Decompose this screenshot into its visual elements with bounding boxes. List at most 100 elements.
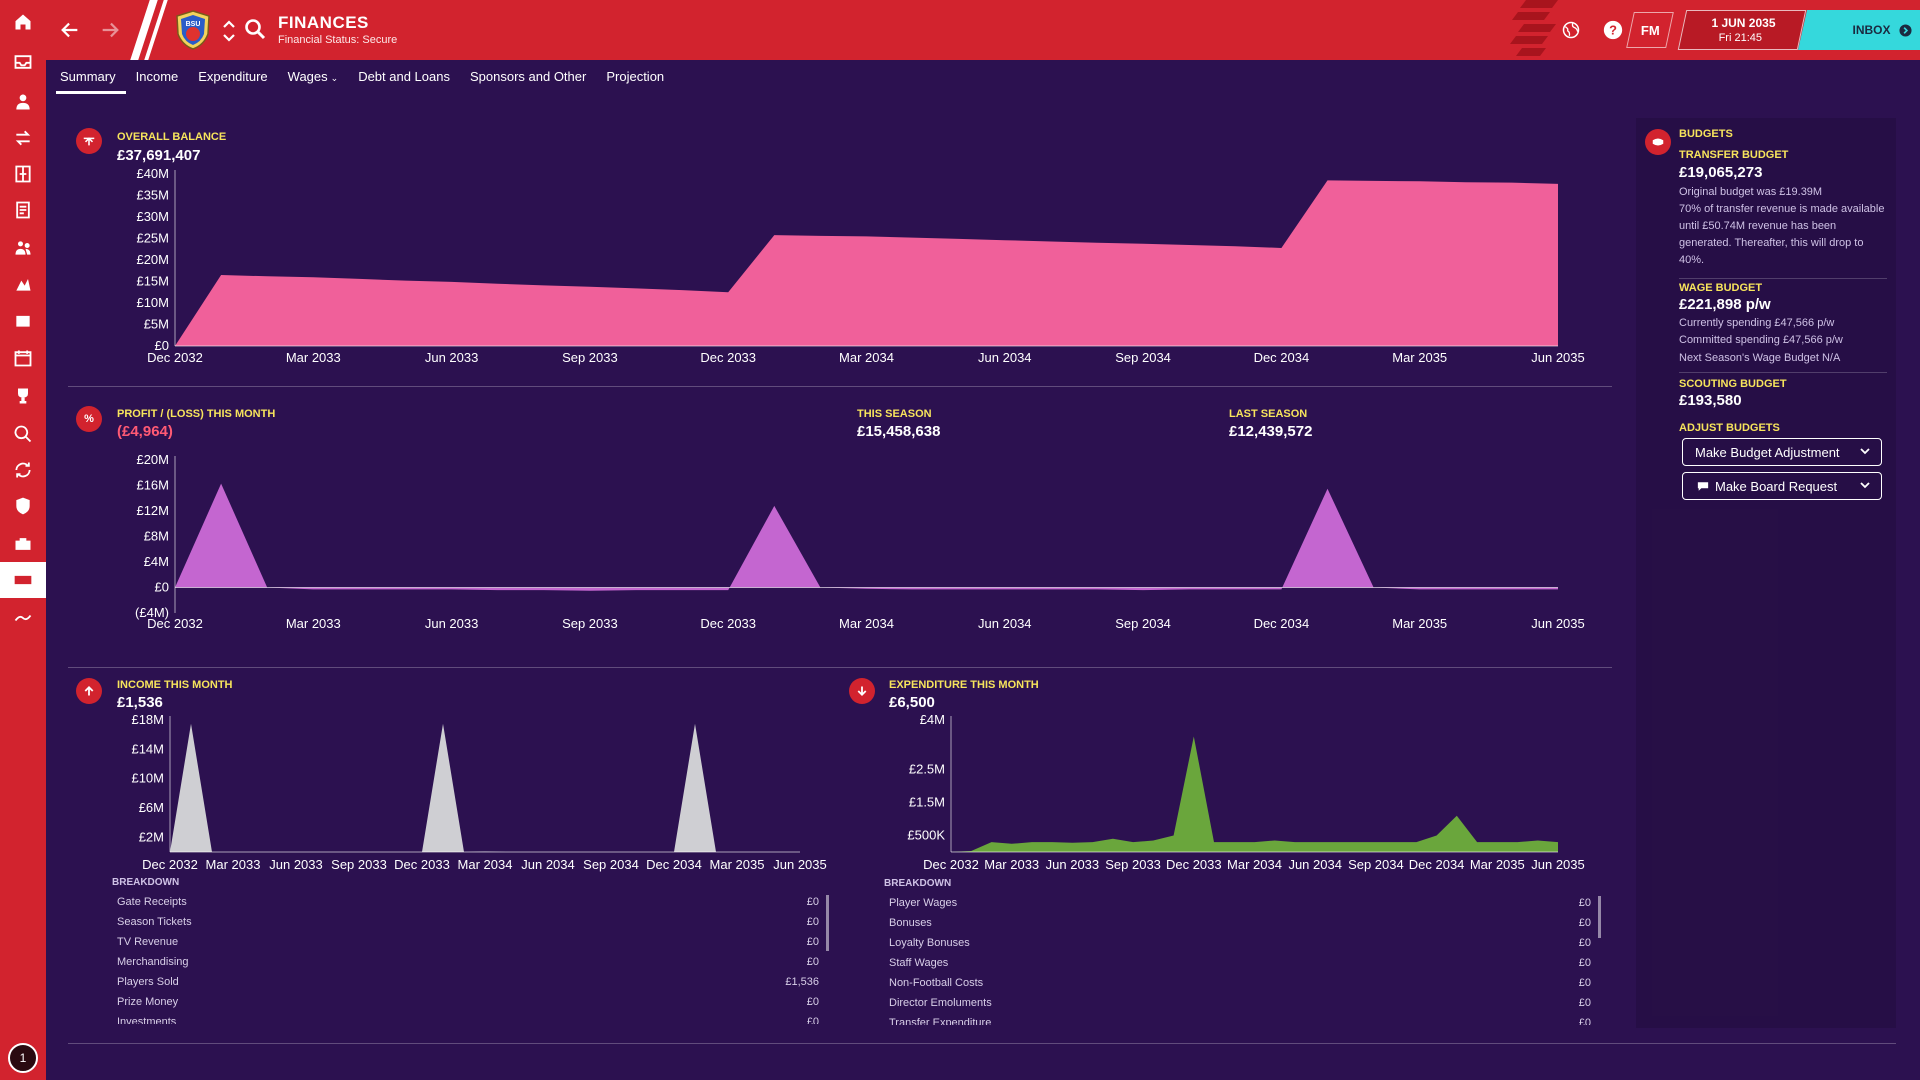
expenditure-scrollbar[interactable] [1598, 896, 1601, 938]
breakdown-row[interactable]: Gate Receipts £0 [117, 892, 819, 912]
x-tick-label: Mar 2034 [839, 616, 894, 631]
tab-label: Debt and Loans [358, 69, 450, 84]
x-tick-label: Jun 2035 [1531, 857, 1585, 872]
breakdown-row[interactable]: Season Tickets £0 [117, 912, 819, 932]
x-tick-label: Dec 2033 [1166, 857, 1222, 872]
globe-button[interactable] [1558, 17, 1584, 43]
breakdown-row[interactable]: Director Emoluments £0 [889, 993, 1591, 1013]
x-tick-label: Dec 2034 [1409, 857, 1465, 872]
sidebar-item-tactics[interactable] [0, 156, 46, 192]
breakdown-row[interactable]: TV Revenue £0 [117, 932, 819, 952]
breakdown-row[interactable]: Prize Money £0 [117, 992, 819, 1012]
income-series-area[interactable] [170, 723, 800, 852]
x-tick-label: Dec 2034 [1254, 616, 1310, 631]
transfer-budget-label: TRANSFER BUDGET [1679, 149, 1789, 161]
expenditure-series-area[interactable] [951, 736, 1558, 853]
sidebar-item-training[interactable] [0, 266, 46, 302]
tab-debt-and-loans[interactable]: Debt and Loans [354, 62, 460, 94]
x-tick-label: Mar 2035 [710, 857, 765, 872]
x-tick-label: Mar 2035 [1470, 857, 1525, 872]
x-tick-label: Dec 2032 [147, 616, 203, 631]
sidebar-item-finances[interactable] [0, 562, 46, 598]
breakdown-row[interactable]: Non-Football Costs £0 [889, 973, 1591, 993]
tab-sponsors-and-other[interactable]: Sponsors and Other [466, 62, 596, 94]
fm-menu-button[interactable]: FM [1626, 12, 1674, 48]
sidebar-item-schedule[interactable] [0, 340, 46, 376]
x-tick-label: Sep 2033 [562, 350, 618, 365]
sidebar-item-scouting[interactable] [0, 416, 46, 452]
inbox-button[interactable]: INBOX [1798, 10, 1920, 50]
income-chart: £18M £14M £10M £6M £2M Dec 2032 Mar 2033 Jun 20… [131, 712, 826, 872]
development-icon [14, 614, 32, 622]
overall-balance-label: OVERALL BALANCE [117, 131, 227, 143]
staff-icon [15, 241, 31, 255]
breakdown-row[interactable]: Investments £0 [117, 1012, 819, 1024]
x-tick-label: Dec 2032 [142, 857, 198, 872]
breakdown-item-name: Merchandising [117, 956, 189, 968]
make-budget-adjustment-button[interactable]: Make Budget Adjustment [1682, 438, 1882, 466]
back-button[interactable] [56, 16, 84, 44]
profit-series-area[interactable] [175, 483, 1558, 591]
tab-summary[interactable]: Summary [56, 62, 126, 94]
income-scrollbar[interactable] [826, 895, 829, 951]
income-breakdown-list: Gate Receipts £0 Season Tickets £0 TV Revenu… [117, 892, 819, 1024]
tab-wages[interactable]: Wages ⌄ [284, 62, 349, 94]
breakdown-item-name: Players Sold [117, 976, 179, 988]
breakdown-row[interactable]: Player Wages £0 [889, 893, 1591, 913]
breakdown-row[interactable]: Loyalty Bonuses £0 [889, 933, 1591, 953]
sidebar-item-staff[interactable] [0, 230, 46, 266]
sidebar-item-club-vision[interactable] [0, 526, 46, 562]
sidebar-item-reports[interactable] [0, 192, 46, 228]
balance-icon [76, 128, 102, 154]
x-tick-label: Jun 2033 [269, 857, 323, 872]
breakdown-row[interactable]: Staff Wages £0 [889, 953, 1591, 973]
tab-projection[interactable]: Projection [602, 62, 674, 94]
sidebar-item-transfer-centre[interactable] [0, 452, 46, 488]
breakdown-item-name: Staff Wages [889, 957, 949, 969]
date-box[interactable]: 1 JUN 2035 Fri 21:45 [1677, 10, 1807, 50]
breakdown-row[interactable]: Merchandising £0 [117, 952, 819, 972]
x-tick-label: Sep 2034 [583, 857, 639, 872]
scouting-budget-value: £193,580 [1679, 392, 1742, 409]
sidebar-item-development[interactable] [0, 600, 46, 636]
make-board-request-button[interactable]: Make Board Request [1682, 472, 1882, 500]
tab-income[interactable]: Income [132, 62, 189, 94]
y-tick-label: £25M [136, 231, 169, 246]
breakdown-row[interactable]: Players Sold £1,536 [117, 972, 819, 992]
x-tick-label: Sep 2034 [1115, 350, 1171, 365]
top-bar: BSU FINANCES Financial Status: Secure ? … [46, 0, 1920, 60]
sidebar-item-squad[interactable] [0, 84, 46, 120]
x-tick-label: Mar 2033 [286, 350, 341, 365]
x-tick-label: Jun 2035 [773, 857, 827, 872]
y-tick-label: £18M [131, 712, 164, 727]
finances-icon [14, 575, 32, 585]
last-season-label: LAST SEASON [1229, 408, 1308, 420]
sidebar-item-competitions[interactable] [0, 378, 46, 414]
breakdown-row[interactable]: Transfer Expenditure £0 [889, 1013, 1591, 1025]
tab-expenditure[interactable]: Expenditure [194, 62, 277, 94]
sidebar-item-transfers[interactable] [0, 120, 46, 156]
y-tick-label: (£4M) [135, 605, 169, 620]
help-button[interactable]: ? [1600, 17, 1626, 43]
sidebar-item-club-info[interactable] [0, 488, 46, 524]
breakdown-row[interactable]: Bonuses £0 [889, 913, 1591, 933]
balance-series-area[interactable] [175, 180, 1558, 346]
y-tick-label: £4M [144, 554, 169, 569]
breakdown-item-name: Bonuses [889, 917, 932, 929]
sidebar-item-inbox[interactable] [0, 44, 46, 80]
x-tick-label: Dec 2032 [923, 857, 979, 872]
finance-tabs: Summary Income Expenditure Wages ⌄ Debt and L… [56, 62, 680, 96]
x-tick-label: Jun 2034 [978, 616, 1032, 631]
club-switch-icon[interactable] [222, 18, 236, 44]
forward-button[interactable] [96, 16, 124, 44]
scouting-icon [14, 425, 32, 443]
sidebar-item-home[interactable] [0, 4, 46, 40]
budgets-title: BUDGETS [1679, 128, 1733, 140]
current-date: 1 JUN 2035 [1711, 16, 1776, 30]
arrow-right-icon [102, 22, 119, 38]
notification-badge[interactable]: 1 [8, 1043, 38, 1073]
sidebar-item-medical[interactable] [0, 302, 46, 338]
income-breakdown-title: BREAKDOWN [112, 877, 180, 888]
club-crest-icon[interactable]: BSU [174, 10, 212, 50]
search-icon[interactable] [244, 18, 266, 40]
